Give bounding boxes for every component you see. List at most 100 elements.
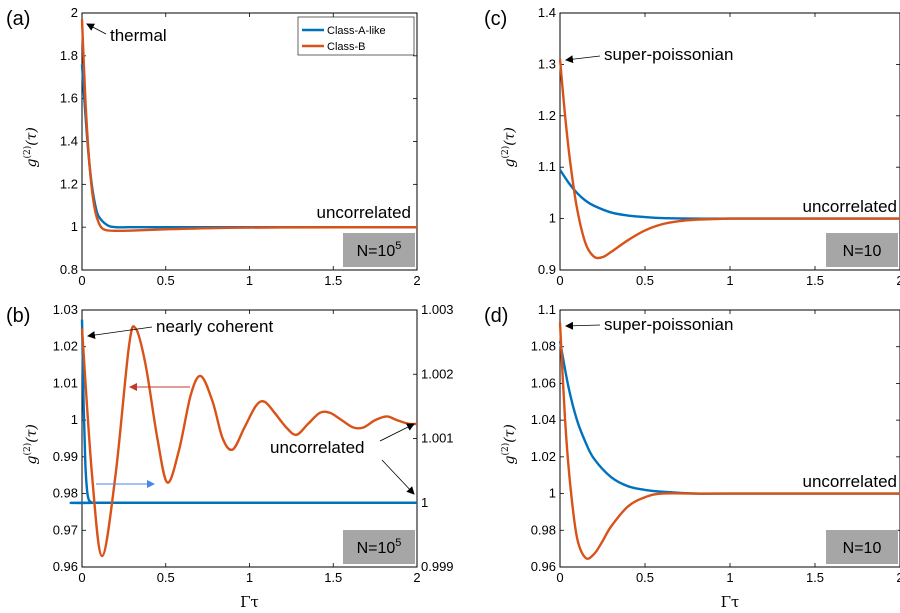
panel-b: 0.96 0.97 0.98 0.99 1 1.01 1.02 1.03 0.999 1 1.001…	[6, 302, 454, 611]
y-tick-label: 1	[71, 412, 78, 427]
badge-text: N=105	[357, 537, 402, 557]
y2-tick-label: 0.999	[421, 559, 454, 574]
x-tick-label: 1.5	[806, 273, 824, 288]
panel-d: 0.96 0.98 1 1.02 1.04 1.06 1.08 1.1 0 0.5 1 1.5 2 (d)…	[484, 302, 900, 611]
y2-tick-label: 1	[421, 495, 428, 510]
x-tick-label: 0	[78, 570, 85, 585]
legend: Class-A-like Class-B	[297, 16, 415, 56]
x-tick-label: 1.5	[324, 570, 342, 585]
x-axis-label: Γτ	[721, 593, 740, 611]
x-axis-label: Γτ	[240, 593, 259, 611]
panel-a: 0.8 1 1.2 1.4 1.6 1.8 2 0 0.5 1 1.5 2 (a) g(2)(τ) N=10…	[6, 5, 421, 288]
series-line-class-b	[80, 325, 418, 558]
y-axis-label: g(2)(τ)	[22, 127, 40, 167]
y-tick-label: 0.8	[60, 262, 78, 277]
y-tick-label: 0.97	[53, 522, 78, 537]
annotation-arrow	[379, 423, 415, 442]
x-tick-label: 1	[726, 570, 733, 585]
panel-label: (a)	[6, 8, 30, 30]
y-tick-label: 1.03	[53, 302, 78, 317]
x-tick-label: 0.5	[636, 273, 654, 288]
y-tick-label: 0.98	[531, 522, 556, 537]
annotation-uncorrelated: uncorrelated	[270, 438, 365, 457]
x-tick-label: 1	[246, 273, 253, 288]
y-tick-label: 1.02	[53, 339, 78, 354]
badge-box	[343, 233, 415, 267]
x-tick-label: 0.5	[157, 570, 175, 585]
panel-c: 0.9 1 1.1 1.2 1.3 1.4 0 0.5 1 1.5 2 (c) g(2)(τ) N=10 s…	[484, 5, 900, 288]
x-tick-label: 2	[896, 273, 900, 288]
annotation-nearly-coherent: nearly coherent	[156, 317, 273, 336]
series-line-class-b	[80, 19, 418, 233]
annotation-arrow	[381, 459, 415, 495]
y-tick-label: 0.99	[53, 449, 78, 464]
annotation-arrow	[86, 23, 107, 35]
legend-entry: Class-A-like	[327, 25, 386, 37]
annotation-uncorrelated: uncorrelated	[802, 472, 897, 491]
y-tick-label: 1.4	[60, 134, 78, 149]
annotation-arrow	[565, 55, 601, 64]
series-line-class-b	[558, 322, 900, 560]
annotation-uncorrelated: uncorrelated	[802, 197, 897, 216]
y-tick-label: 1.08	[531, 339, 556, 354]
y2-tick-label: 1.001	[421, 431, 454, 446]
annotation-super-poissonian: super-poissonian	[604, 45, 733, 64]
annotation-super-poissonian: super-poissonian	[604, 315, 733, 334]
x-tick-label: 1.5	[806, 570, 824, 585]
badge-box	[826, 530, 898, 564]
y-axis-label: g(2)(τ)	[500, 127, 518, 167]
y-tick-label: 1.6	[60, 91, 78, 106]
legend-box	[297, 16, 415, 56]
x-tick-label: 2	[413, 273, 420, 288]
y-axis-label: g(2)(τ)	[22, 424, 40, 464]
y-tick-label: 1.1	[538, 302, 556, 317]
x-tick-label: 0	[556, 570, 563, 585]
annotation-thermal: thermal	[110, 26, 167, 45]
annotation-arrow	[565, 321, 601, 330]
y-tick-label: 1.01	[53, 375, 78, 390]
legend-entry: Class-B	[327, 41, 366, 53]
x-tick-label: 0	[78, 273, 85, 288]
y-tick-label: 1	[549, 211, 556, 226]
y-tick-label: 0.9	[538, 262, 556, 277]
series-line-class-b	[558, 59, 900, 260]
y-tick-label: 1.02	[531, 449, 556, 464]
y-tick-label: 1.8	[60, 48, 78, 63]
badge-text: N=10	[843, 243, 882, 260]
y-tick-label: 1.3	[538, 56, 556, 71]
badge-box	[826, 233, 898, 267]
y2-tick-label: 1.002	[421, 366, 454, 381]
x-tick-label: 1	[246, 570, 253, 585]
y-tick-label: 0.98	[53, 486, 78, 501]
panel-label: (c)	[484, 8, 507, 30]
badge-box	[343, 530, 415, 564]
x-tick-label: 1.5	[324, 273, 342, 288]
panel-label: (d)	[484, 305, 508, 327]
y-tick-label: 2	[71, 5, 78, 20]
y-tick-label: 1.4	[538, 5, 556, 20]
y-tick-label: 1.2	[60, 176, 78, 191]
series-line-class-a-like	[69, 319, 417, 505]
y-tick-label: 0.96	[53, 559, 78, 574]
x-tick-label: 0	[556, 273, 563, 288]
series-line-class-a-like	[558, 340, 900, 495]
y-tick-label: 1.04	[531, 412, 556, 427]
y-axis-label: g(2)(τ)	[500, 424, 518, 464]
annotation-uncorrelated: uncorrelated	[316, 203, 411, 222]
y2-tick-label: 1.003	[421, 302, 454, 317]
x-tick-label: 1	[726, 273, 733, 288]
axes-frame	[81, 309, 418, 568]
badge-text: N=10	[843, 540, 882, 557]
y-tick-label: 1.2	[538, 108, 556, 123]
y-tick-label: 0.96	[531, 559, 556, 574]
y-tick-label: 1.06	[531, 375, 556, 390]
x-tick-label: 2	[413, 570, 420, 585]
x-tick-label: 0.5	[636, 570, 654, 585]
panel-label: (b)	[6, 305, 30, 327]
x-tick-label: 0.5	[157, 273, 175, 288]
y-tick-label: 1	[549, 486, 556, 501]
badge-text: N=105	[357, 240, 402, 260]
y-tick-label: 1	[71, 219, 78, 234]
y-tick-label: 1.1	[538, 159, 556, 174]
